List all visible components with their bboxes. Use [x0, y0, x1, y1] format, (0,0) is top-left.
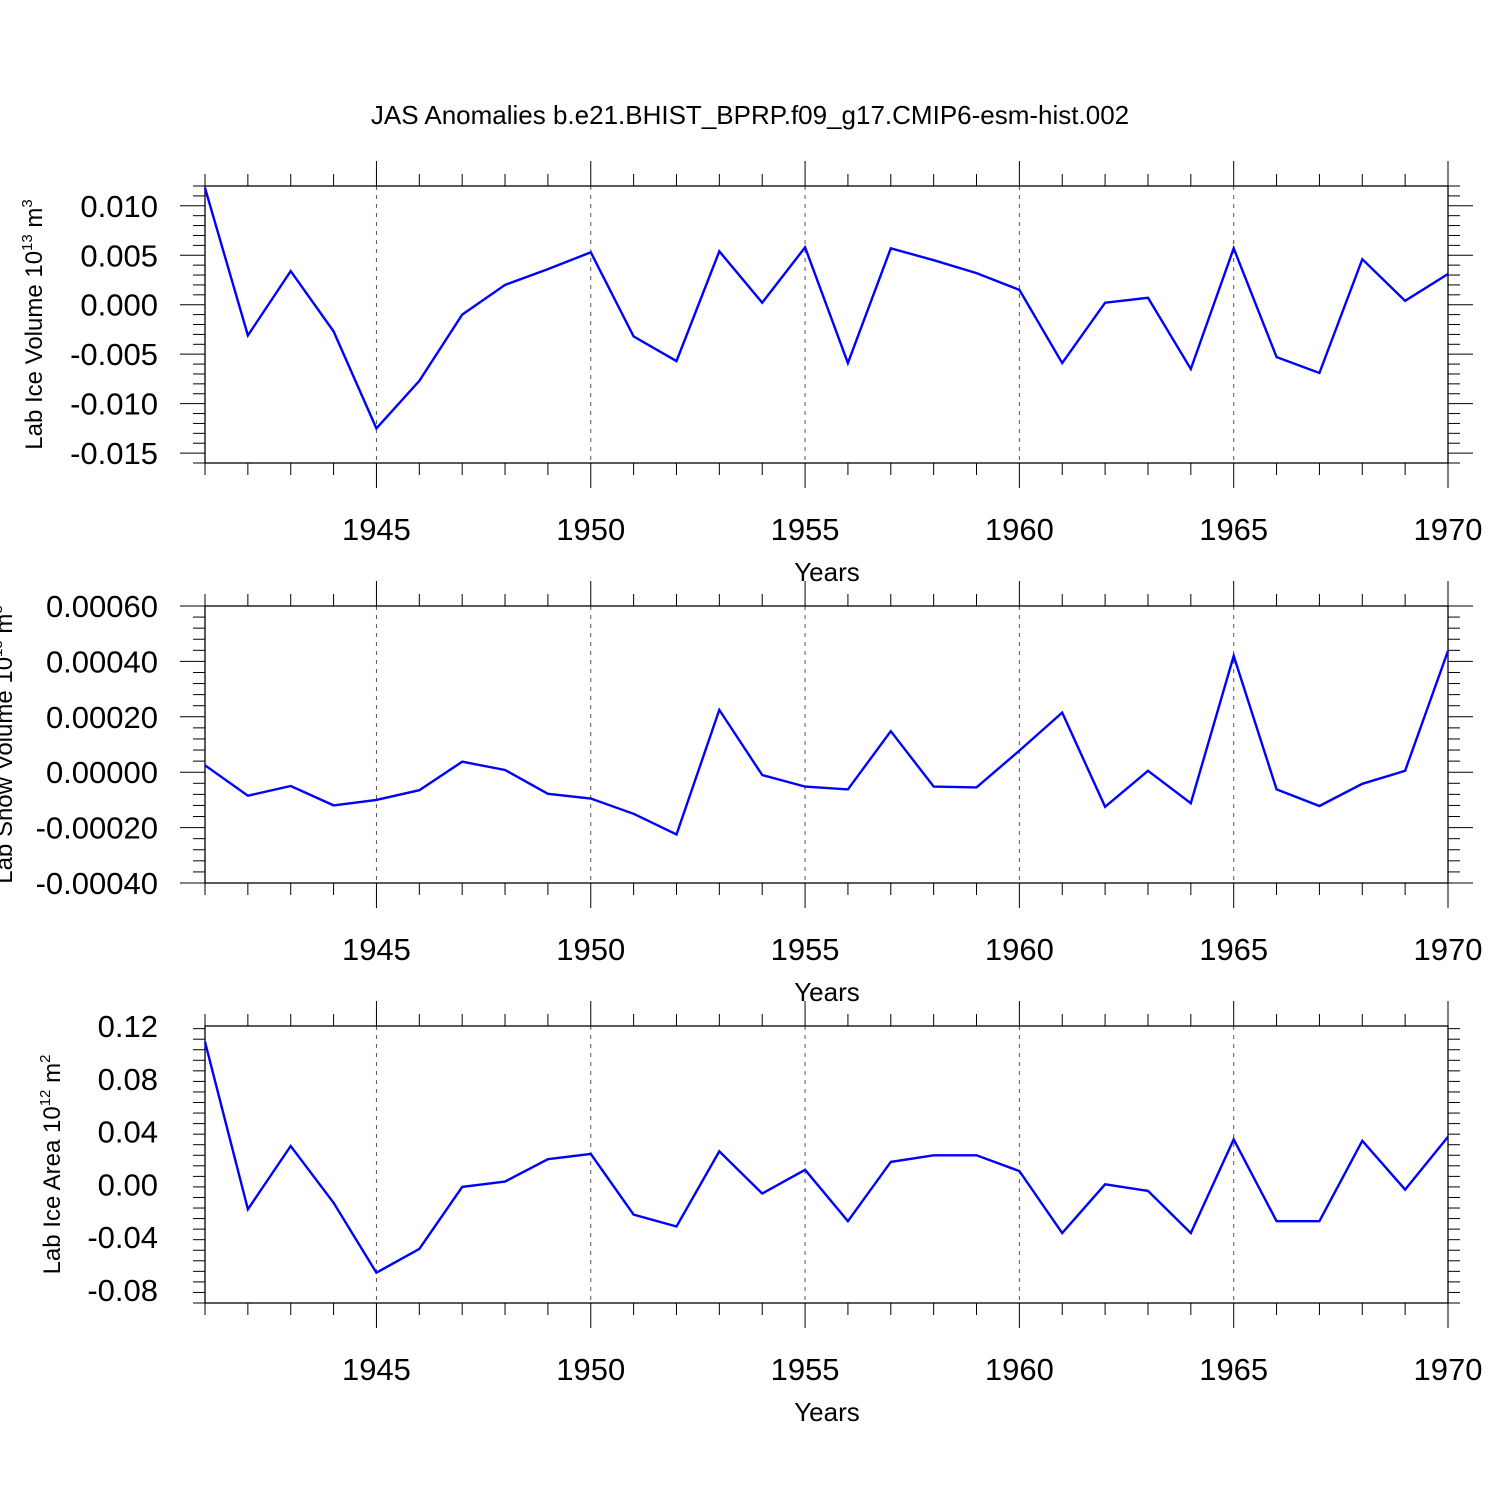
x-tick-label: 1965 [1199, 932, 1268, 967]
y-tick-label: 0.12 [98, 1009, 158, 1044]
plot-frame [204, 185, 1449, 464]
x-axis-label: Years [794, 1397, 860, 1427]
x-tick-label: 1950 [556, 512, 625, 547]
y-axis-label-unit: m [21, 208, 48, 235]
x-axis-label: Years [794, 977, 860, 1007]
y-axis-label-unit: m [0, 614, 18, 641]
x-tick-label: 1960 [985, 1352, 1054, 1387]
y-tick-label: 0.00000 [46, 755, 158, 790]
panel-2: 1945 1950 1955 1960 1965 1970 0.00060 0.00040 0.… [0, 581, 1482, 1007]
y-tick-label: -0.04 [87, 1220, 158, 1255]
y-axis-label-unit-exponent: 3 [19, 199, 36, 207]
y-axis-label-text: Lab Snow Volume 10 [0, 657, 18, 884]
x-tick-label: 1955 [771, 1352, 840, 1387]
y-axis-label-unit: m [39, 1063, 66, 1090]
y-axis-label-text: Lab Ice Area 10 [39, 1106, 66, 1274]
y-axis-label-unit-exponent: 3 [0, 605, 6, 613]
y-axis-label-exponent: 13 [19, 234, 36, 251]
x-tick-label: 1945 [342, 932, 411, 967]
chart-title: JAS Anomalies b.e21.BHIST_BPRP.f09_g17.C… [371, 100, 1129, 130]
x-tick-label: 1945 [342, 1352, 411, 1387]
y-axis-label-exponent: 12 [37, 1090, 54, 1107]
x-tick-label: 1945 [342, 512, 411, 547]
y-axis-label: Lab Snow Volume 1013 m3 [0, 605, 18, 884]
x-tick-label: 1950 [556, 1352, 625, 1387]
series-line [203, 187, 1449, 431]
plot-frame [204, 1025, 1449, 1304]
y-tick-label: -0.015 [70, 436, 158, 471]
y-tick-label: -0.010 [70, 387, 158, 422]
y-tick-label: 0.000 [80, 288, 158, 323]
y-tick-label: 0.005 [80, 238, 158, 273]
y-tick-label: 0.08 [98, 1062, 158, 1097]
y-tick-label: 0.00 [98, 1167, 158, 1202]
y-tick-label: 0.04 [98, 1115, 158, 1150]
y-axis-label: Lab Ice Volume 1013 m3 [19, 199, 48, 450]
y-tick-label: -0.005 [70, 337, 158, 372]
x-tick-label: 1955 [771, 512, 840, 547]
x-axis-label: Years [794, 557, 860, 587]
x-tick-label: 1970 [1414, 1352, 1483, 1387]
y-tick-label: -0.00020 [36, 811, 158, 846]
panel-1: 1945 1950 1955 1960 1965 1970 0.010 0.005 0.000 -… [19, 161, 1482, 587]
y-tick-label: -0.08 [87, 1273, 158, 1308]
series-line [203, 1041, 1449, 1275]
y-axis-label-unit-exponent: 2 [37, 1055, 54, 1063]
x-tick-label: 1965 [1199, 512, 1268, 547]
x-tick-label: 1970 [1414, 932, 1483, 967]
x-tick-label: 1950 [556, 932, 625, 967]
plot-frame [204, 605, 1449, 884]
y-tick-label: 0.00060 [46, 589, 158, 624]
x-tick-label: 1970 [1414, 512, 1483, 547]
y-axis-label: Lab Ice Area 1012 m2 [37, 1055, 66, 1275]
y-axis-label-exponent: 13 [0, 640, 6, 657]
y-tick-label: 0.00020 [46, 700, 158, 735]
series-line [204, 650, 1450, 837]
panel-3: 1945 1950 1955 1960 1965 1970 0.12 0.08 0.04 0.00… [37, 1001, 1482, 1427]
y-tick-label: 0.00040 [46, 644, 158, 679]
y-tick-label: 0.010 [80, 189, 158, 224]
y-axis-label-text: Lab Ice Volume 10 [21, 251, 48, 450]
x-tick-label: 1960 [985, 932, 1054, 967]
y-tick-label: -0.00040 [36, 866, 158, 901]
x-tick-label: 1960 [985, 512, 1054, 547]
x-tick-label: 1955 [771, 932, 840, 967]
x-tick-label: 1965 [1199, 1352, 1268, 1387]
